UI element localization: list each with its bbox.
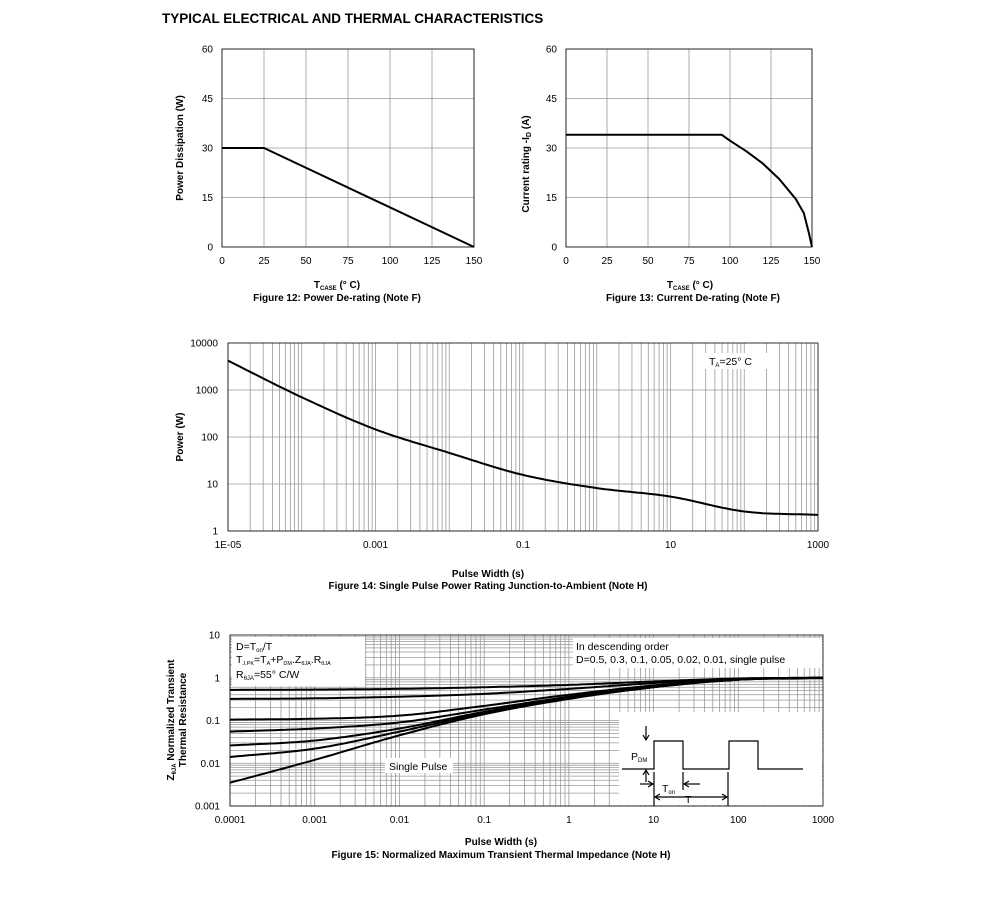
plot-frame — [565, 48, 813, 248]
y-tick-label: 15 — [202, 193, 214, 204]
period-arrowhead-right — [721, 793, 729, 801]
y-tick-label: 30 — [202, 144, 214, 155]
y-tick-label: 1000 — [196, 386, 219, 397]
period-label: T — [685, 794, 692, 806]
inset-background — [619, 712, 822, 805]
x-axis-label: Pulse Width (s) — [465, 837, 537, 848]
pdm-arrowhead-bottom — [642, 768, 650, 776]
y-axis-label-line-2: Thermal Resistance — [178, 672, 189, 767]
x-tick-label: 150 — [804, 256, 821, 267]
x-tick-label: 0 — [563, 256, 569, 267]
y-axis-label: ZθJA Normalized Transient — [166, 659, 178, 781]
y-tick-label: 1 — [212, 527, 218, 538]
y-axis-label: Current rating -ID (A) — [521, 115, 533, 212]
pdm-label: PDM — [631, 751, 647, 764]
x-axis-label: TCASE (° C) — [667, 280, 713, 292]
figure-15-transient-thermal-impedance: 0.0001 0.001 0.01 0.1 1 10 100 1000 0.001 0.01 0.1… — [166, 631, 835, 862]
x-tick-label: 125 — [424, 256, 441, 267]
figure-caption: Figure 14: Single Pulse Power Rating Jun… — [329, 581, 648, 592]
figure-13-current-derating: 0 25 50 75 100 125 150 0 15 30 45 60 Current rating… — [521, 45, 821, 305]
x-tick-label: 1000 — [807, 540, 830, 551]
ambient-temp-annotation: TA=25° C — [709, 356, 752, 369]
series-line-single-pulse — [229, 676, 823, 784]
y-tick-label: 0 — [551, 243, 557, 254]
y-tick-label: 45 — [546, 94, 558, 105]
y-tick-label: 15 — [546, 193, 558, 204]
order-note-line-1: In descending order — [576, 641, 669, 653]
single-pulse-label: Single Pulse — [389, 761, 448, 773]
series-line — [566, 133, 813, 248]
y-axis-label: Power (W) — [175, 413, 186, 462]
legend-box — [232, 637, 365, 686]
x-tick-label: 150 — [466, 256, 483, 267]
x-tick-label: 0.001 — [363, 540, 388, 551]
y-tick-label: 60 — [202, 45, 214, 56]
y-tick-label: 0.1 — [206, 716, 220, 727]
x-tick-label: 1E-05 — [215, 540, 242, 551]
ton-label: Ton — [662, 783, 675, 796]
y-tick-label: 100 — [201, 433, 218, 444]
y-tick-label: 0.001 — [195, 802, 220, 813]
series-line — [227, 359, 819, 516]
y-tick-label: 0 — [207, 243, 213, 254]
x-tick-label: 75 — [683, 256, 695, 267]
x-tick-label: 125 — [763, 256, 780, 267]
x-tick-label: 0.0001 — [215, 815, 246, 826]
y-tick-label: 0.01 — [201, 759, 221, 770]
figure-caption: Figure 15: Normalized Maximum Transient … — [332, 850, 671, 861]
duty-cycle-formula: D=Ton/T — [236, 641, 273, 654]
page-title: TYPICAL ELECTRICAL AND THERMAL CHARACTER… — [162, 11, 544, 26]
x-tick-label: 0.001 — [302, 815, 327, 826]
x-tick-label: 0.01 — [390, 815, 410, 826]
ton-arrowhead-left — [647, 780, 655, 788]
y-tick-label: 10000 — [190, 339, 218, 350]
x-tick-label: 10 — [665, 540, 677, 551]
x-tick-label: 25 — [258, 256, 270, 267]
x-tick-label: 100 — [730, 815, 747, 826]
x-tick-label: 75 — [342, 256, 354, 267]
x-tick-label: 50 — [300, 256, 312, 267]
single-pulse-label-box — [385, 758, 453, 773]
y-tick-label: 60 — [546, 45, 558, 56]
x-tick-label: 1 — [566, 815, 572, 826]
x-tick-label: 0.1 — [516, 540, 530, 551]
y-tick-label: 45 — [202, 94, 214, 105]
order-note-box — [573, 638, 822, 668]
x-tick-label: 0 — [219, 256, 225, 267]
annotation-box — [705, 353, 768, 369]
order-note-line-2: D=0.5, 0.3, 0.1, 0.05, 0.02, 0.01, singl… — [576, 654, 785, 666]
x-tick-label: 0.1 — [477, 815, 491, 826]
figure-caption: Figure 12: Power De-rating (Note F) — [253, 293, 421, 304]
y-tick-label: 30 — [546, 144, 558, 155]
figure-14-single-pulse-power: 1E-05 0.001 0.1 10 1000 1 10 100 1000 10000 TA=25… — [175, 339, 830, 593]
x-tick-label: 25 — [601, 256, 613, 267]
x-axis-label: TCASE (° C) — [314, 280, 360, 292]
y-tick-label: 10 — [209, 631, 221, 642]
x-tick-label: 100 — [382, 256, 399, 267]
x-tick-label: 50 — [642, 256, 654, 267]
pulse-waveform — [622, 740, 803, 770]
x-tick-label: 10 — [648, 815, 660, 826]
pulse-train-inset: PDM Ton T — [619, 712, 822, 806]
y-axis-label: Power Dissipation (W) — [175, 95, 186, 201]
x-axis-label: Pulse Width (s) — [452, 569, 524, 580]
x-tick-label: 100 — [722, 256, 739, 267]
y-tick-label: 1 — [214, 673, 220, 684]
figure-caption: Figure 13: Current De-rating (Note F) — [606, 293, 780, 304]
series-line — [222, 147, 475, 248]
plot-frame — [227, 342, 819, 532]
y-tick-label: 10 — [207, 480, 219, 491]
period-arrowhead-left — [653, 793, 661, 801]
pdm-arrowhead-top — [642, 734, 650, 742]
figure-12-power-derating: 0 25 50 75 100 125 150 0 15 30 45 60 Power Dissipat… — [175, 45, 483, 305]
ton-arrowhead-right — [682, 780, 690, 788]
x-tick-label: 1000 — [812, 815, 835, 826]
